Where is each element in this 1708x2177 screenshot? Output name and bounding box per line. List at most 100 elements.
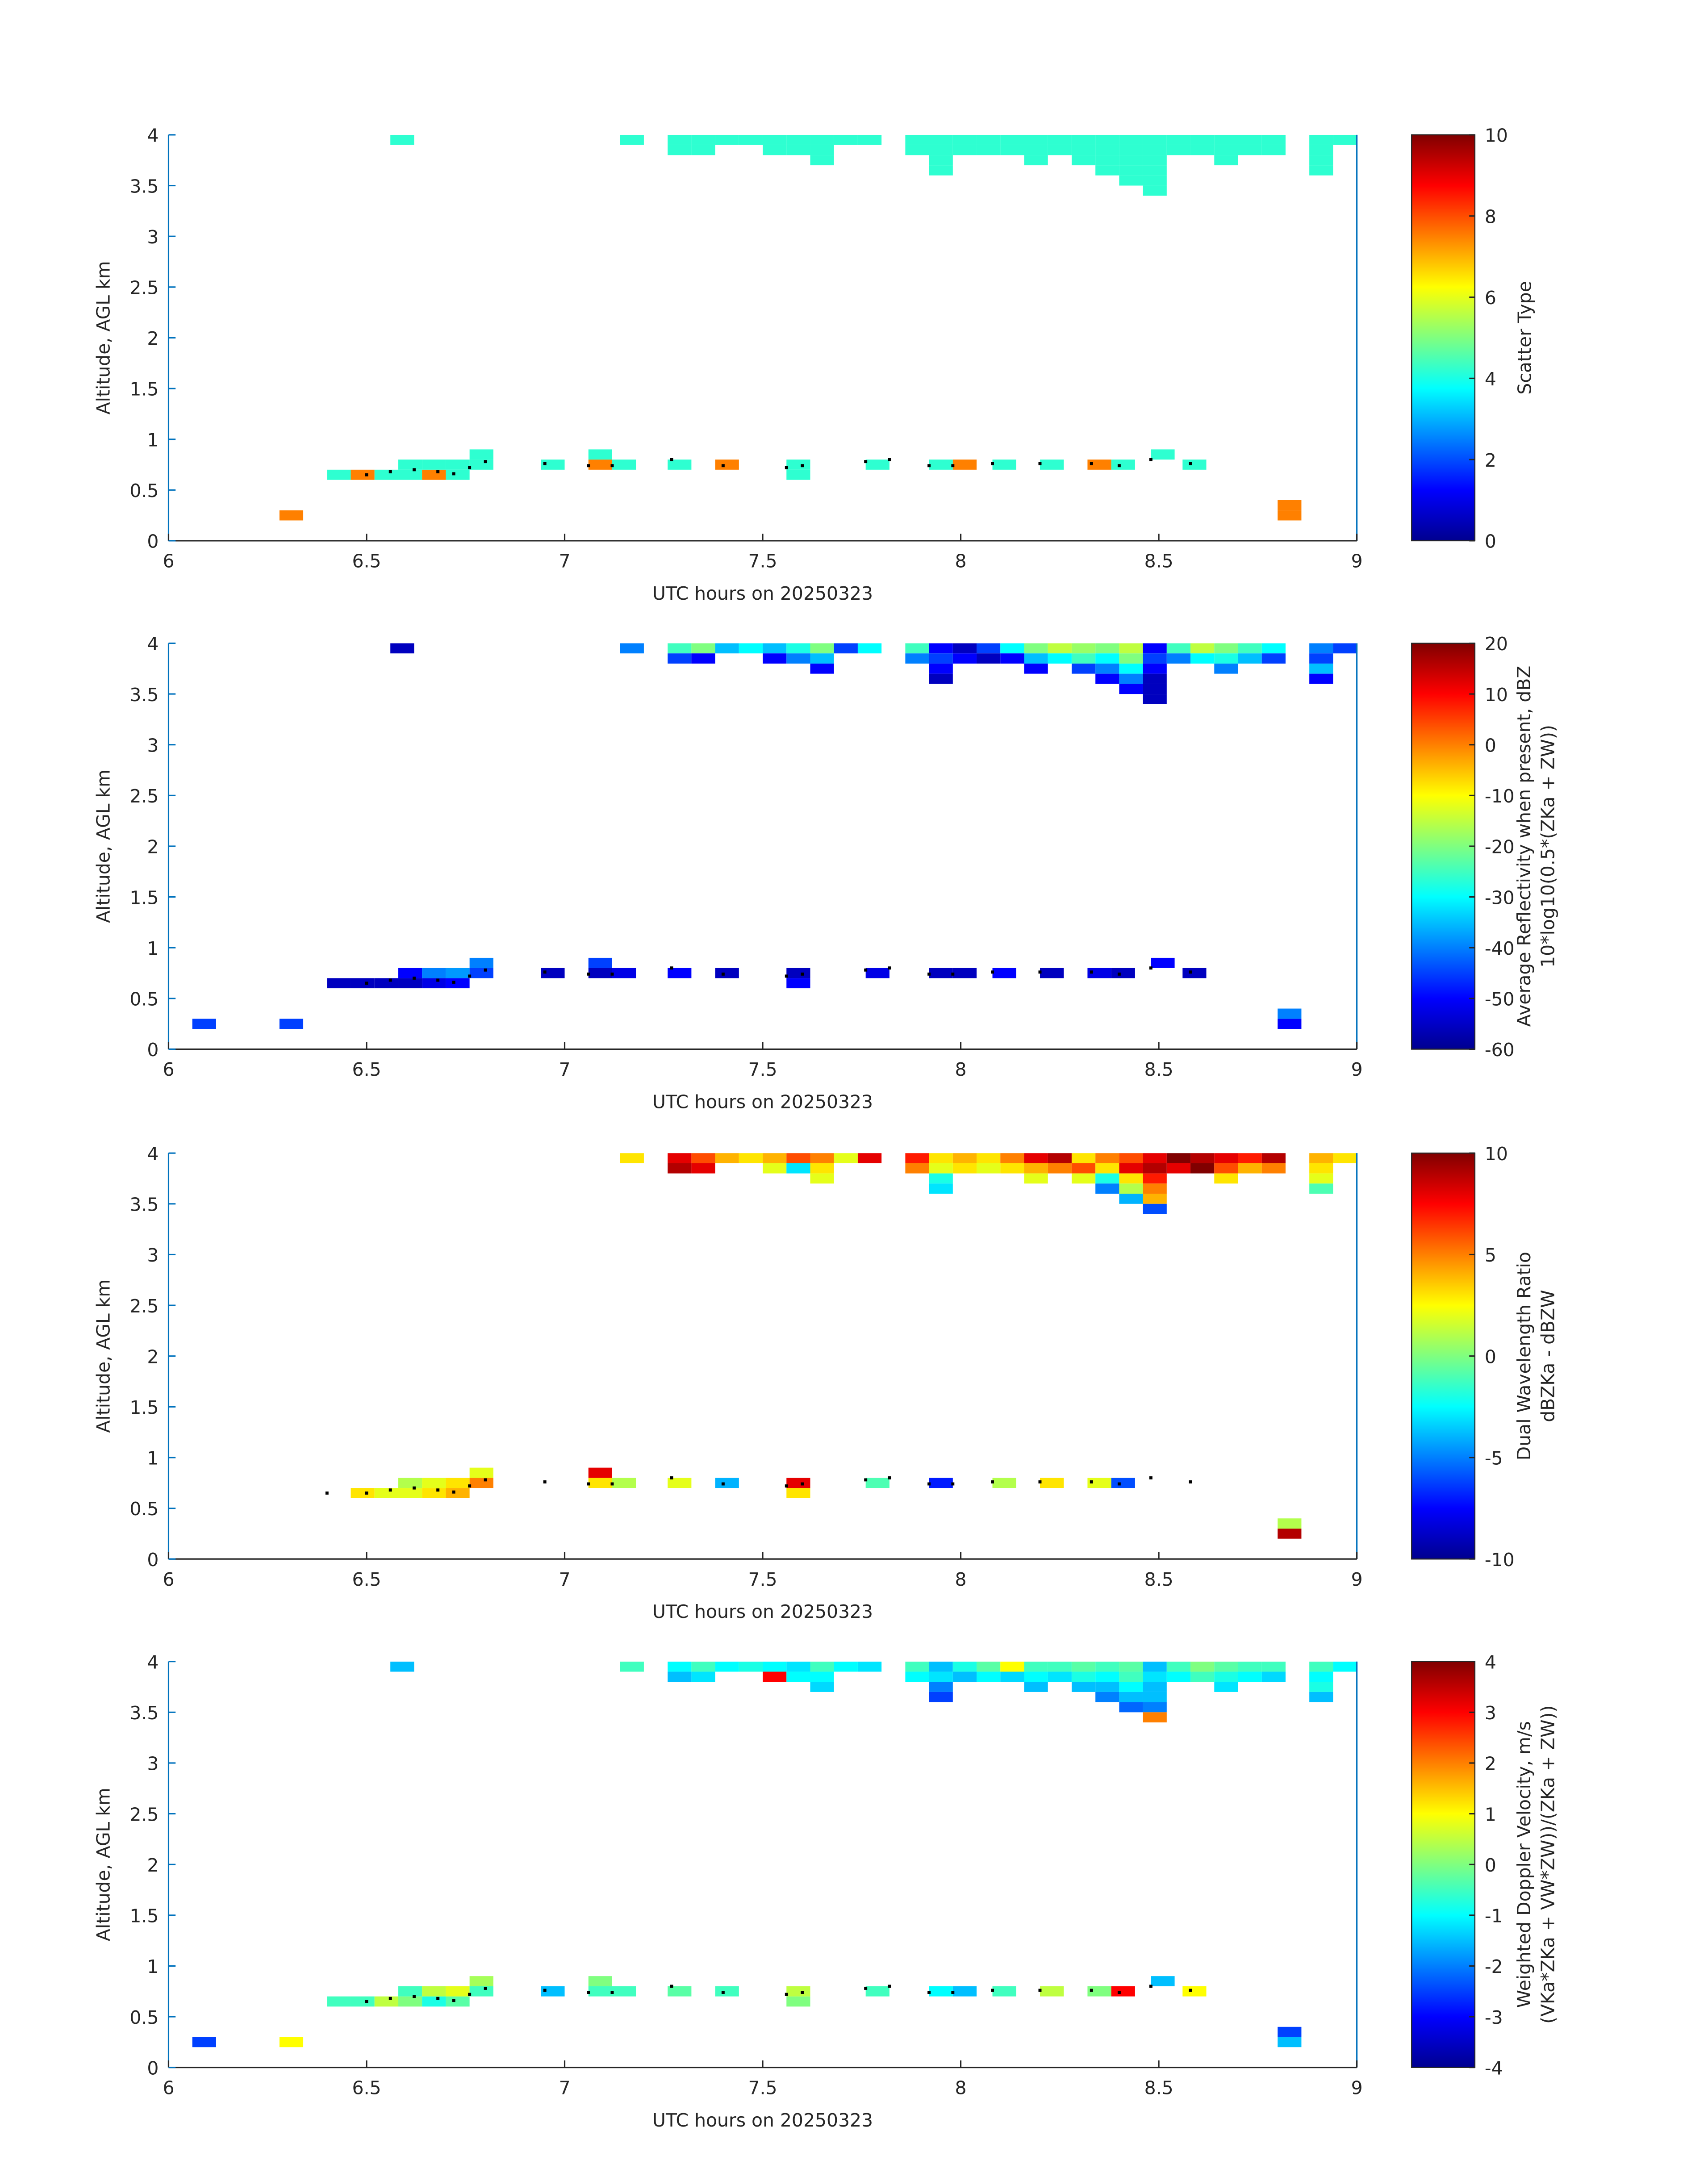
colorbar-tick-label: 2 [1485,1753,1496,1775]
cell [398,469,422,480]
cell [1095,145,1119,155]
cell [1278,1518,1302,1529]
cell [1095,1671,1119,1682]
y-tick-label: 0.5 [129,1498,159,1520]
marker [388,1997,392,2000]
cell [929,1671,953,1682]
cell [786,978,810,989]
cell [469,1478,493,1488]
y-tick-label: 4 [147,125,159,146]
y-axis-label: Altitude, AGL km [92,1279,114,1433]
x-tick-label: 6.5 [352,1569,381,1590]
cell [1119,663,1143,674]
colorbar-label: Dual Wavelength Ratio [1513,1252,1535,1460]
cell [929,1183,953,1194]
cell [952,1153,977,1163]
marker [587,464,590,468]
colorbar-tick-label: -5 [1485,1448,1503,1469]
cell [1238,643,1262,654]
marker [452,1999,455,2002]
marker [927,1991,931,1994]
cell [1048,653,1072,664]
marker [436,470,440,473]
marker [587,1482,590,1486]
cell [1261,653,1286,664]
cell [1095,1173,1119,1184]
marker [951,972,955,976]
cell [810,1661,834,1672]
y-axis-label: Altitude, AGL km [92,261,114,414]
x-tick-label: 8 [955,1569,967,1590]
cell [929,165,953,175]
cell [1095,673,1119,684]
marker [991,970,994,974]
cell [1190,1153,1215,1163]
cell [1048,145,1072,155]
cell [446,968,470,978]
marker [1189,462,1192,465]
marker [468,1484,472,1488]
cell [905,134,929,145]
cell [977,134,1001,145]
y-tick-label: 2 [147,1855,159,1876]
cell [810,145,834,155]
cell [977,643,1001,654]
colorbar-tick-label: -20 [1485,836,1515,858]
cell [977,653,1001,664]
cell [1024,1173,1048,1184]
marker [610,1991,614,1994]
colorbar-tick-label: 3 [1485,1702,1496,1724]
cell [612,1986,636,1997]
marker [721,464,725,468]
cell [1166,653,1191,664]
cell [1000,1671,1024,1682]
cell [327,1996,351,2007]
x-tick-label: 8 [955,1059,967,1080]
cell [1309,1183,1333,1194]
colorbar-tick-label: 4 [1485,368,1496,390]
cell [763,653,787,664]
cell [1309,1661,1333,1672]
cell [398,1478,422,1488]
cell [668,145,692,155]
colorbar-label: 10*log10(0.5*(ZKa + ZW)) [1537,725,1559,968]
cell [1214,653,1238,664]
colorbar [1411,1661,1476,2068]
cell [1143,1702,1167,1713]
cell [668,460,692,470]
cell [786,1163,810,1174]
cell [1190,653,1215,664]
colorbar-tick-label: 2 [1485,450,1496,471]
cell [620,1153,644,1163]
cell [810,1153,834,1163]
cell [1143,1194,1167,1204]
colorbar-tick-label: 8 [1485,206,1496,227]
cell [977,1163,1001,1174]
marker [325,1491,329,1495]
colorbar-tick-label: -50 [1485,989,1515,1010]
cell [1278,1019,1302,1029]
cell [1143,1183,1167,1194]
cell [390,134,414,145]
marker [1117,972,1121,976]
marker [670,458,673,461]
cell [1309,1692,1333,1702]
cell [1182,460,1207,470]
cell [1214,1671,1238,1682]
cell [1238,1163,1262,1174]
cell [398,978,422,989]
marker [927,1482,931,1486]
marker [670,1476,673,1479]
cell [1111,1986,1135,1997]
cell [929,134,953,145]
marker [991,1480,994,1483]
y-tick-label: 0 [147,1039,159,1061]
cell [834,643,858,654]
plot-area [192,643,1357,1029]
cell [691,145,715,155]
marker [1189,1989,1192,1992]
marker [587,1991,590,1994]
cell [469,1467,493,1478]
cell [668,653,692,664]
x-tick-label: 8 [955,551,967,572]
